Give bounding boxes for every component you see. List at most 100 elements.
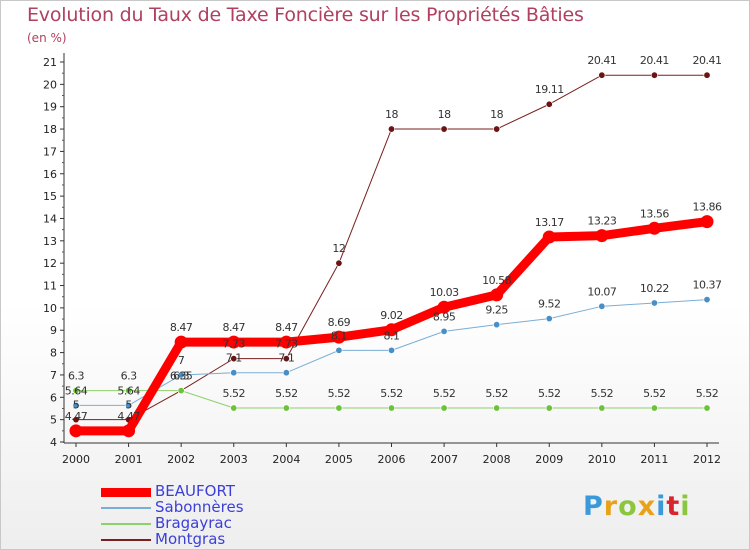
x-tick-label: 2004 <box>272 453 300 466</box>
data-label-montgras: 19.11 <box>535 83 564 96</box>
data-label-bragayrac: 5.52 <box>328 387 351 400</box>
data-point-beaufort <box>385 323 398 337</box>
data-point-montgras <box>598 71 606 79</box>
data-point-sabonn-res <box>703 296 711 304</box>
data-point-beaufort <box>437 300 451 314</box>
x-tick-label: 2003 <box>220 453 248 466</box>
data-label-montgras: 20.41 <box>693 54 722 67</box>
data-point-bragayrac <box>650 404 658 412</box>
data-point-montgras <box>230 355 238 363</box>
data-label-montgras: 20.41 <box>640 54 669 67</box>
data-point-bragayrac <box>282 404 290 412</box>
data-point-beaufort <box>174 335 188 349</box>
data-label-bragayrac: 5.52 <box>591 387 614 400</box>
data-label-montgras: 5 <box>125 399 132 412</box>
data-label-bragayrac: 5.52 <box>538 387 561 400</box>
y-tick-label: 14 <box>43 212 57 225</box>
data-point-bragayrac <box>440 404 448 412</box>
logo-letter: P <box>583 491 604 522</box>
logo-letter: x <box>637 491 657 522</box>
data-label-bragayrac: 5.52 <box>643 387 666 400</box>
series-layer <box>69 71 714 438</box>
data-point-sabonn-res <box>493 321 501 329</box>
chart-title: Evolution du Taux de Taxe Foncière sur l… <box>27 4 584 26</box>
data-point-bragayrac <box>335 404 343 412</box>
data-label-bragayrac: 5.52 <box>433 387 456 400</box>
data-point-montgras <box>545 100 553 108</box>
data-point-bragayrac <box>177 387 185 395</box>
proxiti-logo: Proxiti <box>583 491 691 522</box>
data-label-sabonn-res: 5.64 <box>117 384 140 397</box>
data-label-montgras: 18 <box>490 108 503 121</box>
data-point-beaufort <box>227 335 241 349</box>
data-point-bragayrac <box>230 404 238 412</box>
data-label-beaufort: 13.86 <box>693 201 722 214</box>
data-point-beaufort <box>122 424 136 438</box>
data-point-montgras <box>282 355 290 363</box>
data-label-beaufort: 8.69 <box>328 316 351 329</box>
data-label-sabonn-res: 10.37 <box>693 279 722 292</box>
logo-letter: i <box>656 491 667 522</box>
x-tick-label: 2012 <box>693 453 721 466</box>
data-label-beaufort: 10.03 <box>430 286 459 299</box>
data-label-sabonn-res: 7.1 <box>226 352 242 365</box>
data-point-montgras <box>703 71 711 79</box>
data-label-bragayrac: 6.3 <box>68 370 84 383</box>
x-tick-label: 2007 <box>430 453 458 466</box>
data-label-sabonn-res: 8.1 <box>331 329 347 342</box>
series-beaufort <box>69 215 714 438</box>
x-tick-label: 2010 <box>588 453 616 466</box>
x-tick-label: 2009 <box>535 453 563 466</box>
y-tick-label: 16 <box>43 168 57 181</box>
data-label-bragayrac: 5.52 <box>223 387 246 400</box>
data-label-beaufort: 13.23 <box>587 215 616 228</box>
series-bragayrac <box>72 387 711 412</box>
data-point-sabonn-res <box>282 369 290 377</box>
y-tick-label: 20 <box>43 78 57 91</box>
data-point-montgras <box>493 125 501 133</box>
y-tick-label: 11 <box>43 280 57 293</box>
data-point-sabonn-res <box>125 401 133 409</box>
data-label-sabonn-res: 9.25 <box>485 304 508 317</box>
data-point-sabonn-res <box>650 299 658 307</box>
data-labels-layer: 5 5 6.3 7.73 7.73 12 18 18 18 19.11 20.41 20.41 20.4… <box>65 54 723 423</box>
data-label-sabonn-res: 8.95 <box>433 310 456 323</box>
data-point-beaufort <box>542 230 556 244</box>
data-point-bragayrac <box>703 404 711 412</box>
data-label-beaufort: 13.17 <box>535 216 564 229</box>
data-label-beaufort: 8.47 <box>223 321 246 334</box>
data-label-beaufort: 8.47 <box>170 321 193 334</box>
legend-swatch-montgras <box>101 539 151 541</box>
legend-label-montgras: Montgras <box>155 530 226 548</box>
series-sabonn-res <box>72 296 711 409</box>
legend-label-bragayrac: Bragayrac <box>155 514 232 532</box>
data-label-montgras: 18 <box>438 108 451 121</box>
data-label-sabonn-res: 9.52 <box>538 298 561 311</box>
data-label-sabonn-res: 5.64 <box>65 384 88 397</box>
data-point-sabonn-res <box>440 327 448 335</box>
x-tick-label: 2005 <box>325 453 353 466</box>
x-tick-label: 2011 <box>640 453 668 466</box>
y-tick-label: 5 <box>50 414 57 427</box>
data-point-sabonn-res <box>387 346 395 354</box>
data-point-bragayrac <box>387 404 395 412</box>
data-point-beaufort <box>647 221 661 235</box>
data-label-beaufort: 10.58 <box>482 274 511 287</box>
y-tick-label: 21 <box>43 56 57 69</box>
data-label-beaufort: 9.02 <box>380 309 403 322</box>
data-point-montgras <box>440 125 448 133</box>
data-label-montgras: 12 <box>332 242 345 255</box>
data-point-beaufort <box>490 288 504 302</box>
data-point-bragayrac <box>125 387 133 395</box>
logo-letter: o <box>618 491 638 522</box>
y-tick-label: 17 <box>43 145 57 158</box>
data-label-sabonn-res: 7 <box>178 354 185 367</box>
x-tick-label: 2000 <box>62 453 90 466</box>
y-tick-label: 10 <box>43 302 57 315</box>
data-point-bragayrac <box>598 404 606 412</box>
logo-letter: t <box>666 491 681 522</box>
data-label-bragayrac: 5.52 <box>485 387 508 400</box>
data-label-montgras: 20.41 <box>587 54 616 67</box>
